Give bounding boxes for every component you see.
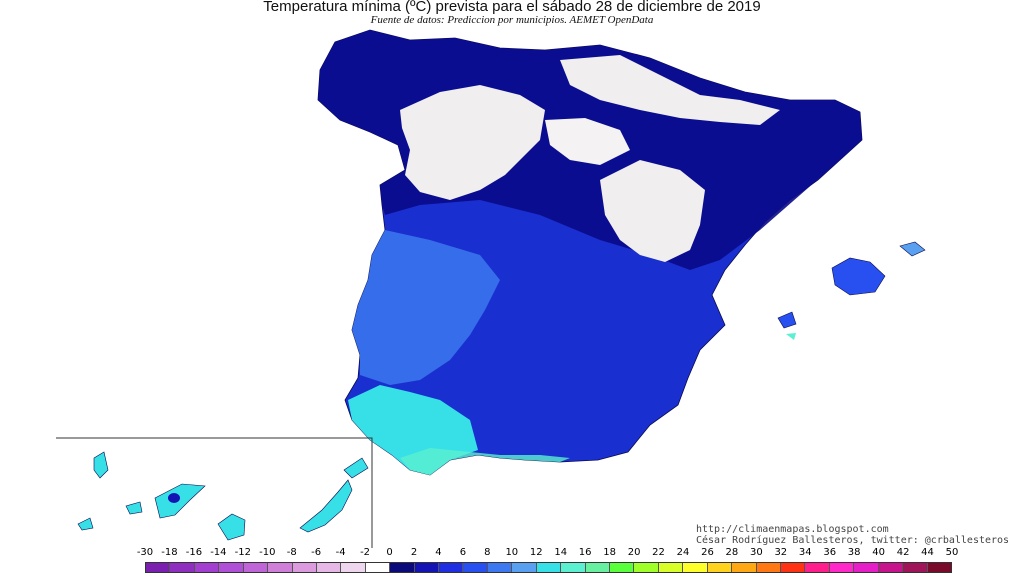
- legend-swatch: [316, 563, 342, 572]
- la-palma: [93, 451, 109, 479]
- legend-swatch: [878, 563, 904, 572]
- legend-label: 36: [823, 547, 837, 558]
- legend-label: 50: [945, 547, 959, 558]
- legend-swatch: [146, 563, 171, 572]
- legend-label: -14: [210, 547, 227, 558]
- formentera: [786, 333, 796, 340]
- fuerteventura: [299, 479, 353, 533]
- legend-label: -4: [335, 547, 346, 558]
- legend-swatch: [927, 563, 951, 572]
- legend-swatch: [854, 563, 879, 572]
- legend-swatch: [805, 563, 830, 572]
- map-title: Temperatura mínima (ºC) prevista para el…: [263, 0, 761, 15]
- legend-label: 18: [603, 547, 616, 558]
- credit-author: César Rodríguez Ballesteros, twitter: @c…: [696, 535, 1010, 546]
- legend-swatch: [536, 563, 562, 572]
- legend-label: -12: [234, 547, 251, 558]
- legend-swatch: [561, 563, 586, 572]
- legend-swatch: [707, 563, 733, 572]
- credit-url: http://climaenmapas.blogspot.com: [696, 524, 889, 535]
- legend-swatch: [658, 563, 684, 572]
- legend-label: -10: [259, 547, 276, 558]
- legend-swatch: [268, 563, 293, 572]
- legend-label: 42: [896, 547, 910, 558]
- legend-label: 12: [529, 547, 543, 558]
- legend-label: -2: [360, 547, 371, 558]
- legend-label: 44: [921, 547, 934, 558]
- legend-swatch: [243, 563, 269, 572]
- legend-swatch: [170, 563, 195, 572]
- legend-swatch: [829, 563, 855, 572]
- legend-label: 28: [725, 547, 739, 558]
- legend-swatch: [463, 563, 488, 572]
- legend-label: 40: [872, 547, 885, 558]
- map-subtitle: Fuente de datos: Prediccion por municipi…: [370, 14, 654, 26]
- legend-swatch: [439, 563, 464, 572]
- legend-swatch: [414, 563, 440, 572]
- legend-label: -18: [161, 547, 178, 558]
- legend-label: 30: [749, 547, 763, 558]
- legend-swatch: [634, 563, 659, 572]
- legend-label: 22: [652, 547, 665, 558]
- legend-swatch: [585, 563, 611, 572]
- legend-label: -6: [311, 547, 322, 558]
- legend-label: -16: [185, 547, 203, 558]
- legend-label: 32: [774, 547, 788, 558]
- canary-inset-frame: [56, 437, 373, 548]
- legend-label: 20: [627, 547, 641, 558]
- gran-canaria: [217, 513, 246, 541]
- legend-swatch: [341, 563, 366, 572]
- legend-label: 0: [386, 547, 393, 558]
- menorca: [899, 241, 926, 257]
- cyan-south-coast: [400, 448, 570, 475]
- legend-label: 6: [459, 547, 467, 558]
- legend-swatch: [390, 563, 415, 572]
- legend-swatch: [219, 563, 244, 572]
- legend-swatch: [487, 563, 513, 572]
- la-gomera: [125, 501, 143, 515]
- legend-label: 4: [435, 547, 442, 558]
- legend-label: -8: [286, 547, 297, 558]
- legend-swatch: [756, 563, 781, 572]
- tenerife: [154, 483, 206, 519]
- legend-label: -30: [136, 547, 154, 558]
- legend-label: 10: [505, 547, 519, 558]
- legend-label: 24: [676, 547, 690, 558]
- frost-area-northeast: [600, 160, 705, 262]
- el-hierro: [77, 517, 94, 531]
- frost-area-pyrenees: [560, 55, 780, 125]
- frost-area-central: [545, 118, 630, 165]
- legend-label: 34: [798, 547, 812, 558]
- legend-label: 26: [701, 547, 714, 558]
- legend-swatch: [780, 563, 806, 572]
- color-legend: [145, 562, 952, 573]
- legend-swatch: [292, 563, 317, 572]
- legend-swatch: [683, 563, 708, 572]
- legend-swatch: [512, 563, 537, 572]
- legend-label: 38: [847, 547, 861, 558]
- legend-label: 14: [554, 547, 568, 558]
- legend-swatch: [194, 563, 220, 572]
- legend-swatch: [732, 563, 757, 572]
- ibiza: [777, 311, 797, 329]
- legend-label: 16: [578, 547, 592, 558]
- teide-cold-spot: [168, 493, 180, 503]
- legend-label: 2: [410, 547, 418, 558]
- lanzarote: [343, 457, 369, 479]
- legend-swatch: [903, 563, 928, 572]
- frost-area-northwest: [400, 85, 545, 200]
- legend-swatch: [365, 563, 391, 572]
- legend-label: 8: [484, 547, 491, 558]
- legend-labels: -30 -18 -16 -14 -12 -10 -8 -6 -4 -2 0 2 4 6 8 10 12 14 16 1…: [0, 547, 1024, 561]
- legend-swatch: [610, 563, 635, 572]
- mallorca: [831, 257, 886, 296]
- light-blue-west: [352, 230, 500, 385]
